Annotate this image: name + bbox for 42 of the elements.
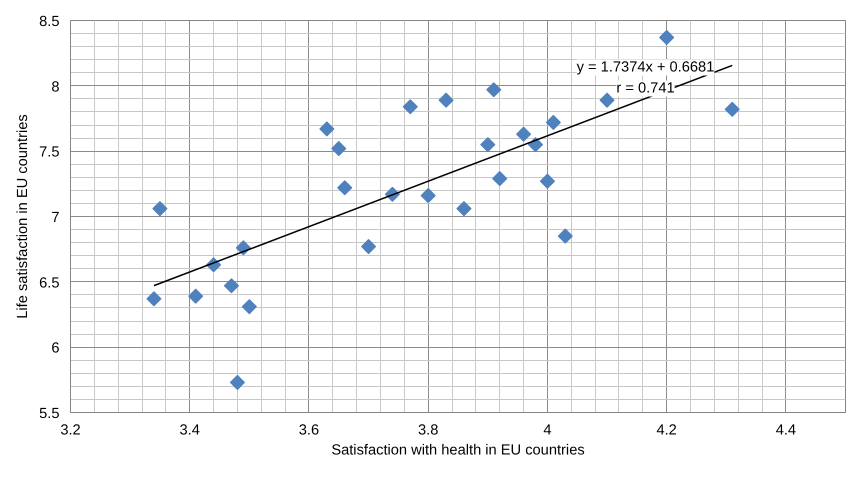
point bbox=[492, 171, 508, 186]
point bbox=[331, 140, 346, 156]
x-tick-label: 3.2 bbox=[60, 422, 81, 438]
point bbox=[152, 201, 168, 216]
point bbox=[420, 188, 436, 204]
point bbox=[659, 30, 674, 46]
point bbox=[319, 121, 334, 137]
y-tick-label: 7.5 bbox=[39, 144, 60, 161]
x-tick-label: 3.8 bbox=[418, 422, 438, 438]
y-tick-label: 7 bbox=[51, 210, 60, 226]
annotation: r = 0.741 bbox=[616, 80, 675, 96]
y-tick-label: 6 bbox=[51, 340, 60, 357]
point bbox=[480, 137, 496, 152]
point bbox=[516, 126, 532, 142]
y-tick-label: 8 bbox=[51, 79, 60, 96]
x-tick-label: 4.4 bbox=[776, 422, 796, 438]
x-tick-label: 3.4 bbox=[180, 422, 200, 438]
point bbox=[558, 228, 573, 244]
point bbox=[242, 299, 257, 314]
x-tick-label: 4.2 bbox=[656, 422, 677, 438]
y-tick-label: 5.5 bbox=[39, 406, 60, 422]
y-tick-label: 6.5 bbox=[39, 275, 60, 292]
point bbox=[224, 278, 240, 294]
point bbox=[599, 92, 615, 108]
x-axis-title: Satisfaction with health in EU countries bbox=[331, 442, 585, 458]
point bbox=[188, 288, 204, 304]
point bbox=[438, 92, 454, 108]
point bbox=[724, 102, 740, 117]
point bbox=[361, 238, 376, 254]
point bbox=[337, 180, 352, 196]
point bbox=[540, 174, 555, 189]
annotation: y = 1.7374x + 0.6681 bbox=[576, 60, 714, 76]
point bbox=[546, 114, 561, 130]
point bbox=[402, 99, 418, 114]
y-tick-label: 8.5 bbox=[39, 14, 60, 30]
point bbox=[456, 201, 472, 216]
point bbox=[146, 291, 162, 306]
x-tick-label: 4 bbox=[543, 422, 552, 438]
point bbox=[486, 82, 502, 98]
y-axis-title: Life satisfaction in EU countries bbox=[15, 114, 32, 319]
x-tick-label: 3.6 bbox=[298, 422, 320, 438]
point bbox=[230, 374, 245, 390]
